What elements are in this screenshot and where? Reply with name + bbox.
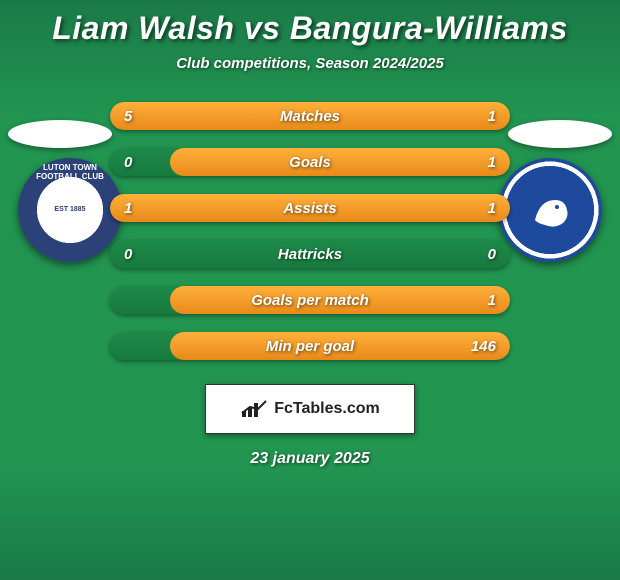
- stat-bar-assists: 1 Assists 1: [110, 194, 510, 222]
- stat-label: Matches: [110, 108, 510, 125]
- stat-bar-goals: 0 Goals 1: [110, 148, 510, 176]
- stat-value-right: 1: [488, 154, 496, 171]
- stat-label: Assists: [110, 200, 510, 217]
- subtitle: Club competitions, Season 2024/2025: [0, 55, 620, 72]
- stat-bars: 5 Matches 1 0 Goals 1 1 Assists 1: [110, 102, 510, 360]
- stat-label: Goals: [110, 154, 510, 171]
- content-area: EST 1885 5 Matches 1 0 Goals 1: [0, 102, 620, 468]
- club-badge-left-label: EST 1885: [54, 206, 85, 214]
- stat-bar-hattricks: 0 Hattricks 0: [110, 240, 510, 268]
- player-marker-right: [508, 120, 612, 148]
- stat-value-right: 0: [488, 246, 496, 263]
- stat-bar-goals-per-match: Goals per match 1: [110, 286, 510, 314]
- lion-icon: [525, 185, 575, 235]
- source-label: FcTables.com: [274, 400, 380, 418]
- date-label: 23 january 2025: [0, 450, 620, 468]
- chart-icon: [240, 399, 268, 419]
- stat-bar-min-per-goal: Min per goal 146: [110, 332, 510, 360]
- club-badge-left: EST 1885: [18, 158, 122, 262]
- source-badge[interactable]: FcTables.com: [205, 384, 415, 434]
- page-title: Liam Walsh vs Bangura-Williams: [0, 10, 620, 47]
- stat-value-right: 1: [488, 108, 496, 125]
- player-marker-left: [8, 120, 112, 148]
- stat-value-right: 1: [488, 200, 496, 217]
- infographic-container: Liam Walsh vs Bangura-Williams Club comp…: [0, 0, 620, 478]
- stat-label: Min per goal: [110, 338, 510, 355]
- stat-value-right: 146: [471, 338, 496, 355]
- club-badge-right: [498, 158, 602, 262]
- stat-label: Goals per match: [110, 292, 510, 309]
- stat-label: Hattricks: [110, 246, 510, 263]
- stat-value-right: 1: [488, 292, 496, 309]
- stat-bar-matches: 5 Matches 1: [110, 102, 510, 130]
